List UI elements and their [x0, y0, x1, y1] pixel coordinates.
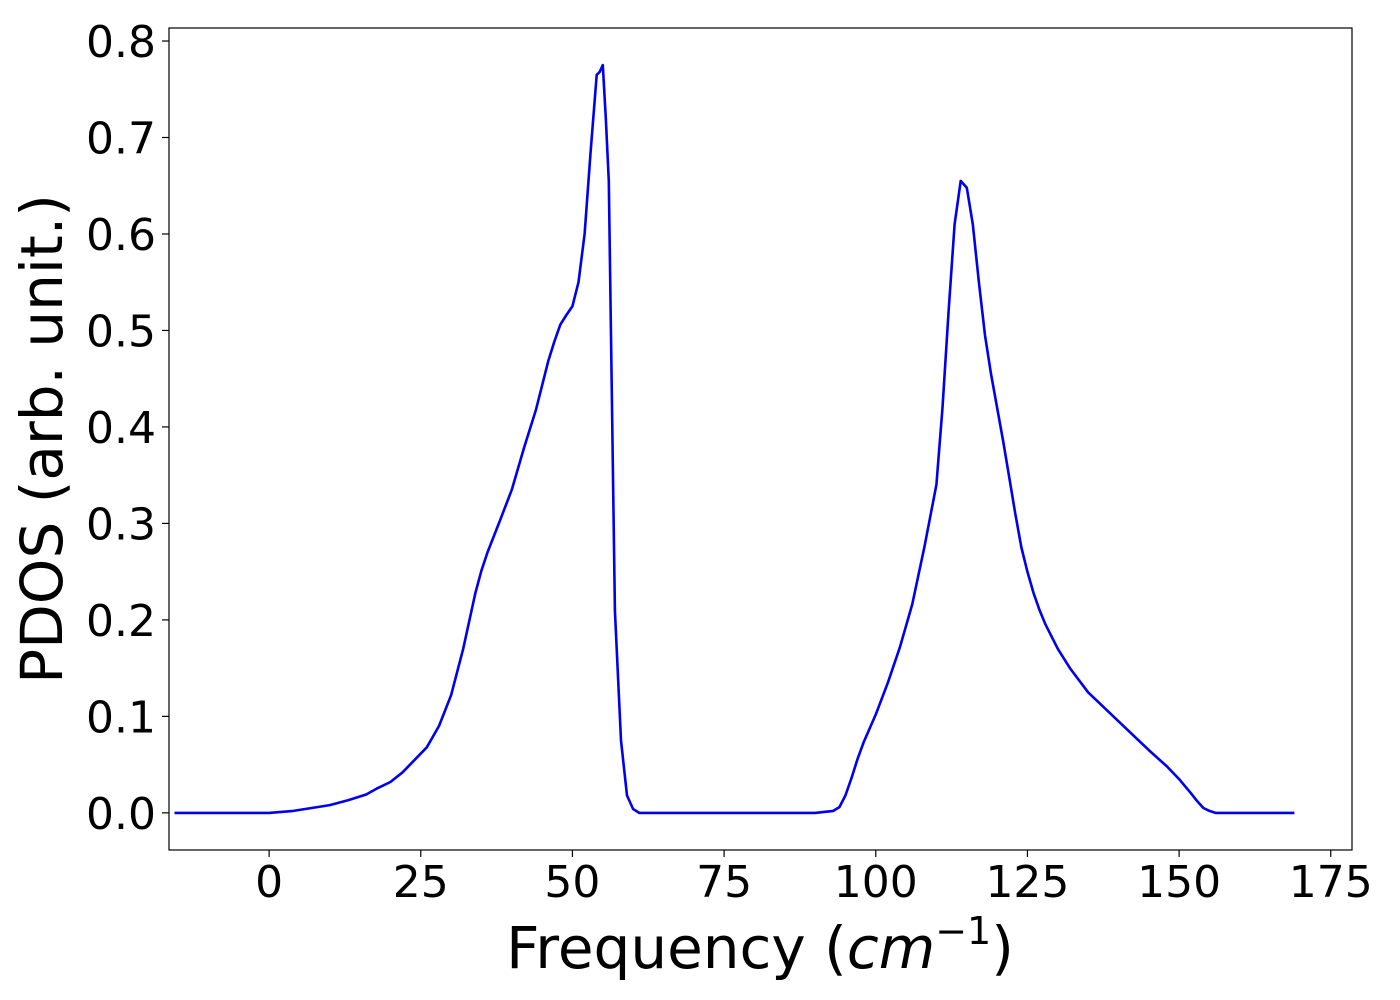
x-tick-label: 175	[1289, 857, 1373, 908]
y-tick-label: 0.0	[86, 789, 156, 840]
y-axis-ticks: 0.0 0.1 0.2 0.3 0.4 0.5 0.6 0.7 0.8	[86, 17, 169, 840]
y-tick-label: 0.6	[86, 210, 156, 261]
x-tick-label: 100	[834, 857, 918, 908]
y-tick-label: 0.1	[86, 692, 156, 743]
x-tick-label: 150	[1137, 857, 1221, 908]
y-tick-label: 0.5	[86, 306, 156, 357]
y-tick-label: 0.3	[86, 499, 156, 550]
x-tick-label: 75	[696, 857, 752, 908]
y-tick-label: 0.8	[86, 17, 156, 68]
x-tick-label: 50	[544, 857, 600, 908]
x-tick-label: 0	[255, 857, 283, 908]
x-tick-label: 25	[393, 857, 449, 908]
x-tick-label: 125	[985, 857, 1069, 908]
pdos-line	[174, 63, 1295, 815]
y-tick-label: 0.7	[86, 114, 156, 165]
y-axis-label: PDOS (arb. unit.)	[8, 194, 76, 684]
y-tick-label: 0.2	[86, 596, 156, 647]
x-axis-ticks: 0 25 50 75 100 125 150 175	[255, 850, 1373, 908]
y-tick-label: 0.4	[86, 403, 156, 454]
series-layer	[174, 63, 1295, 815]
plot-area	[168, 27, 1353, 851]
x-axis-label: Frequency (cm−1)	[506, 909, 1014, 982]
